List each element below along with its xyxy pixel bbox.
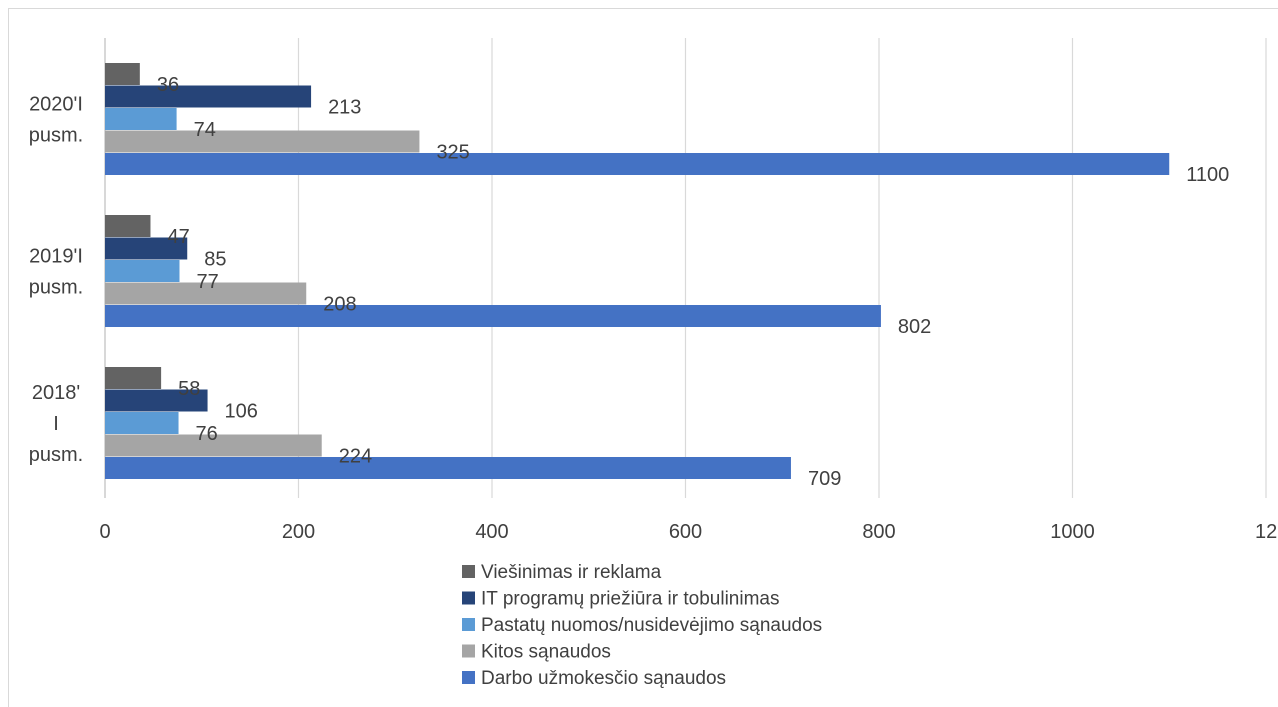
data-label: 36 [157, 74, 179, 96]
category-label: pusm. [29, 125, 83, 147]
x-tick-label: 12 [1255, 521, 1277, 543]
data-label: 76 [196, 423, 218, 445]
bar [105, 237, 188, 260]
data-labels: 36 47 58 213 85 106 74 77 76 325 208 224 1100 802 709 [157, 74, 1229, 490]
x-tick-label: 600 [669, 521, 702, 543]
x-tick-labels: 0 200 400 600 800 1000 12 [99, 521, 1277, 543]
data-label: 106 [225, 401, 258, 423]
bar [105, 130, 420, 153]
bar [105, 260, 180, 282]
bar [105, 108, 177, 130]
bar [105, 434, 322, 457]
bars [105, 63, 1170, 479]
data-label: 1100 [1186, 164, 1229, 186]
legend: Viešinimas ir reklama IT programų priežiū… [462, 562, 822, 689]
bar [105, 282, 307, 305]
legend-label: Pastatų nuomos/nusidevėjimo sąnaudos [481, 615, 822, 636]
x-tick-label: 400 [475, 521, 508, 543]
data-label: 58 [178, 378, 200, 400]
legend-swatch [462, 591, 475, 605]
category-label: 2018' [32, 382, 80, 404]
bar [105, 389, 208, 412]
data-label: 47 [167, 226, 189, 248]
x-tick-label: 800 [862, 521, 895, 543]
bar [105, 63, 140, 85]
bar [105, 412, 179, 434]
legend-swatch [462, 644, 475, 658]
data-label: 802 [898, 316, 931, 338]
data-label: 85 [204, 249, 226, 271]
data-label: 224 [339, 446, 372, 468]
bar [105, 305, 881, 327]
x-tick-label: 0 [99, 521, 110, 543]
chart-frame [8, 8, 1278, 707]
legend-swatch [462, 565, 475, 578]
legend-label: Kitos sąnaudos [481, 642, 611, 663]
data-label: 77 [196, 271, 218, 293]
bar [105, 457, 791, 479]
bar [105, 85, 312, 108]
category-label: pusm. [29, 277, 83, 299]
bar [105, 367, 162, 389]
bar [105, 215, 151, 237]
legend-label: IT programų priežiūra ir tobulinimas [481, 589, 780, 610]
category-label: I [53, 413, 59, 435]
category-label: pusm. [29, 444, 83, 466]
category-label: 2019'I [29, 246, 83, 268]
legend-label: Viešinimas ir reklama [481, 562, 662, 583]
x-tick-label: 1000 [1050, 521, 1095, 543]
legend-swatch [462, 671, 475, 684]
data-label: 709 [808, 468, 841, 490]
legend-label: Darbo užmokesčio sąnaudos [481, 668, 726, 689]
data-label: 74 [194, 119, 216, 141]
data-label: 208 [323, 294, 356, 316]
bar [105, 153, 1170, 175]
x-tick-label: 200 [282, 521, 315, 543]
category-label: 2020'I [29, 94, 83, 116]
legend-swatch [462, 618, 475, 631]
data-label: 325 [436, 142, 469, 164]
data-label: 213 [328, 97, 361, 119]
